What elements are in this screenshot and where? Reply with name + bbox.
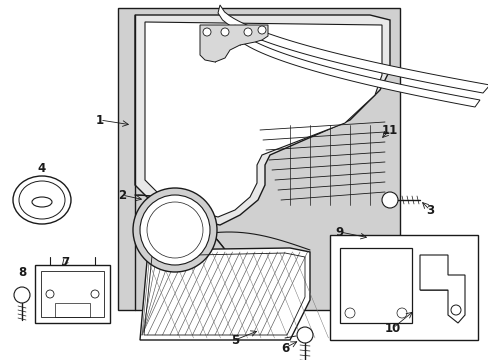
Circle shape — [381, 192, 397, 208]
Circle shape — [221, 28, 228, 36]
Text: 5: 5 — [230, 333, 239, 346]
Circle shape — [203, 28, 210, 36]
Circle shape — [133, 188, 217, 272]
Circle shape — [14, 287, 30, 303]
Polygon shape — [140, 248, 309, 340]
Text: 2: 2 — [118, 189, 126, 202]
Polygon shape — [218, 5, 488, 93]
Polygon shape — [419, 255, 464, 323]
Ellipse shape — [13, 176, 71, 224]
Text: 8: 8 — [18, 266, 26, 279]
Polygon shape — [135, 15, 389, 225]
Text: 4: 4 — [38, 162, 46, 175]
Bar — [329, 235, 477, 340]
Text: 10: 10 — [384, 321, 400, 334]
Bar — [41, 271, 104, 317]
Bar — [339, 248, 411, 323]
Text: 6: 6 — [280, 342, 288, 355]
Polygon shape — [200, 25, 267, 62]
Polygon shape — [118, 8, 399, 310]
Circle shape — [244, 28, 251, 36]
Text: 9: 9 — [335, 225, 344, 239]
Circle shape — [258, 26, 265, 34]
Polygon shape — [145, 22, 381, 217]
Circle shape — [140, 195, 209, 265]
Circle shape — [450, 305, 460, 315]
Text: 1: 1 — [96, 113, 104, 126]
Text: 7: 7 — [61, 256, 69, 269]
Text: 3: 3 — [425, 203, 433, 216]
Bar — [35, 265, 110, 323]
Polygon shape — [232, 25, 479, 107]
Circle shape — [296, 327, 312, 343]
Text: 11: 11 — [381, 123, 397, 136]
